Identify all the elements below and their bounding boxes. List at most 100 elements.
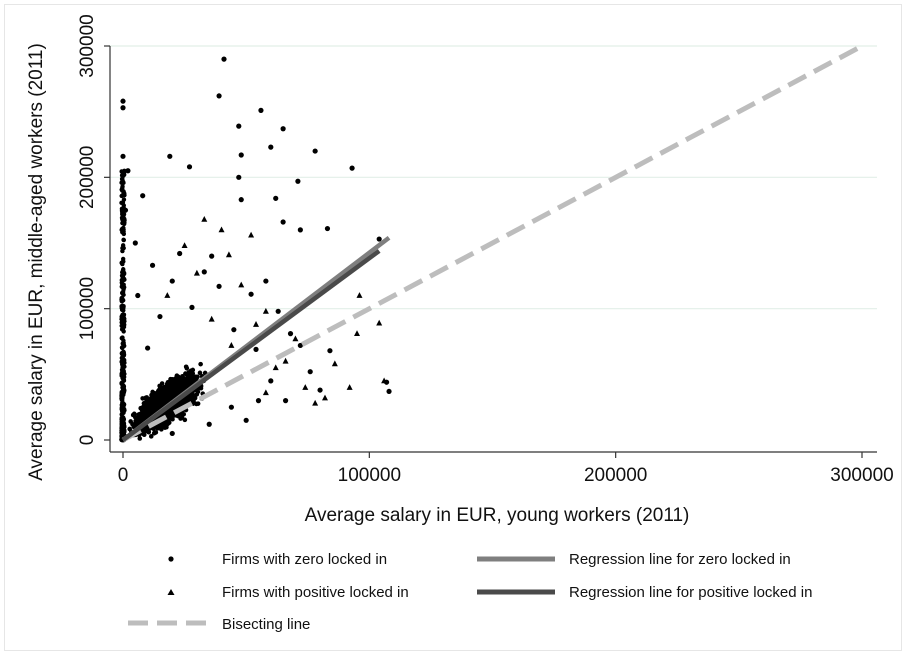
cloud-point bbox=[120, 243, 126, 248]
cloud-point bbox=[121, 421, 127, 426]
point-zero-locked bbox=[169, 278, 175, 284]
cloud-point bbox=[198, 361, 203, 367]
cloud-point bbox=[190, 367, 196, 373]
point-zero-locked bbox=[287, 331, 294, 337]
point-zero-locked bbox=[275, 308, 281, 314]
cloud-point bbox=[128, 419, 133, 424]
point-positive-locked bbox=[228, 342, 235, 348]
cloud-point bbox=[190, 371, 196, 376]
y-tick-label: 300000 bbox=[77, 14, 98, 77]
cloud-point bbox=[121, 292, 126, 298]
chart-frame bbox=[4, 4, 902, 651]
point-zero-locked bbox=[216, 93, 222, 99]
data-points bbox=[120, 56, 392, 437]
cloud-point bbox=[195, 401, 201, 406]
point-zero-locked bbox=[238, 152, 244, 158]
cloud-point bbox=[120, 212, 125, 217]
legend-label-reg-positive: Regression line for positive locked in bbox=[569, 584, 812, 601]
point-zero-locked bbox=[206, 421, 212, 427]
point-zero-locked bbox=[312, 148, 318, 154]
point-zero-locked bbox=[258, 107, 264, 113]
point-positive-locked bbox=[312, 399, 319, 406]
point-positive-locked bbox=[356, 292, 363, 298]
tick-labels: 0 100000 200000 300000 0 100000 200000 300000 bbox=[77, 14, 894, 486]
x-tick-label: 300000 bbox=[830, 465, 893, 486]
cloud-point bbox=[181, 375, 186, 381]
cloud-point bbox=[137, 436, 143, 441]
point-zero-locked bbox=[209, 253, 215, 259]
cloud-point bbox=[120, 229, 125, 235]
cloud-point bbox=[120, 364, 125, 370]
x-tick-label: 0 bbox=[118, 465, 129, 486]
x-tick-label: 100000 bbox=[338, 465, 401, 486]
cloud-point bbox=[119, 169, 124, 174]
legend: Firms with zero locked in Firms with pos… bbox=[128, 551, 812, 633]
point-positive-locked bbox=[208, 315, 215, 322]
point-zero-locked bbox=[297, 227, 303, 233]
cloud-point bbox=[119, 355, 125, 361]
cloud-point bbox=[158, 384, 164, 390]
point-zero-locked bbox=[307, 369, 313, 375]
point-zero-locked bbox=[157, 313, 163, 320]
cloud-point bbox=[162, 400, 168, 405]
point-zero-locked bbox=[236, 123, 242, 129]
cloud-point bbox=[168, 376, 173, 382]
point-positive-locked bbox=[376, 319, 383, 326]
point-zero-locked bbox=[268, 144, 274, 150]
cloud-point bbox=[121, 237, 126, 243]
legend-label-reg-zero: Regression line for zero locked in bbox=[569, 551, 791, 568]
cloud-point bbox=[163, 419, 168, 425]
point-zero-locked bbox=[125, 168, 131, 174]
point-positive-locked bbox=[164, 292, 171, 298]
cloud-point bbox=[177, 378, 183, 383]
point-zero-locked bbox=[263, 278, 269, 284]
point-zero-locked bbox=[317, 387, 323, 393]
cloud-point bbox=[183, 379, 189, 385]
cloud-point bbox=[179, 387, 185, 392]
point-positive-locked bbox=[225, 251, 232, 258]
point-zero-locked bbox=[327, 348, 333, 354]
point-positive-locked bbox=[238, 281, 245, 288]
point-zero-locked bbox=[273, 195, 279, 201]
cloud-point bbox=[120, 188, 125, 193]
cloud-point bbox=[121, 172, 127, 178]
point-zero-locked bbox=[253, 346, 259, 352]
cloud-point bbox=[121, 329, 126, 334]
cloud-point bbox=[119, 407, 125, 413]
cloud-point bbox=[119, 273, 125, 278]
cloud-point bbox=[176, 403, 182, 408]
cloud-point bbox=[121, 268, 126, 274]
point-zero-locked bbox=[282, 398, 289, 404]
point-zero-locked bbox=[324, 225, 331, 232]
point-positive-locked bbox=[331, 360, 338, 367]
point-zero-locked bbox=[248, 291, 254, 297]
cloud-point bbox=[133, 421, 138, 427]
cloud-point bbox=[155, 388, 161, 394]
cloud-point bbox=[121, 225, 126, 231]
point-positive-locked bbox=[346, 384, 353, 390]
bisecting-line bbox=[121, 43, 864, 443]
point-zero-locked bbox=[297, 342, 303, 349]
point-cloud bbox=[119, 168, 208, 443]
cloud-point bbox=[141, 401, 147, 406]
cloud-point bbox=[184, 395, 190, 401]
cloud-point bbox=[121, 360, 126, 365]
cloud-point bbox=[121, 352, 127, 357]
point-zero-locked bbox=[349, 165, 355, 171]
point-zero-locked bbox=[120, 98, 126, 104]
cloud-point bbox=[119, 280, 125, 285]
cloud-point bbox=[120, 384, 126, 389]
cloud-point bbox=[150, 389, 155, 395]
cloud-point bbox=[197, 370, 203, 376]
cloud-point bbox=[140, 404, 146, 410]
regression-lines bbox=[121, 43, 864, 443]
point-zero-locked bbox=[268, 378, 274, 384]
cloud-point bbox=[121, 287, 126, 292]
y-axis-label: Average salary in EUR, middle-aged worke… bbox=[26, 43, 47, 481]
point-positive-locked bbox=[321, 394, 328, 401]
legend-label-zero-locked: Firms with zero locked in bbox=[222, 551, 387, 568]
point-positive-locked bbox=[181, 242, 188, 249]
cloud-point bbox=[120, 313, 126, 318]
cloud-point bbox=[121, 343, 127, 349]
cloud-point bbox=[120, 368, 126, 374]
